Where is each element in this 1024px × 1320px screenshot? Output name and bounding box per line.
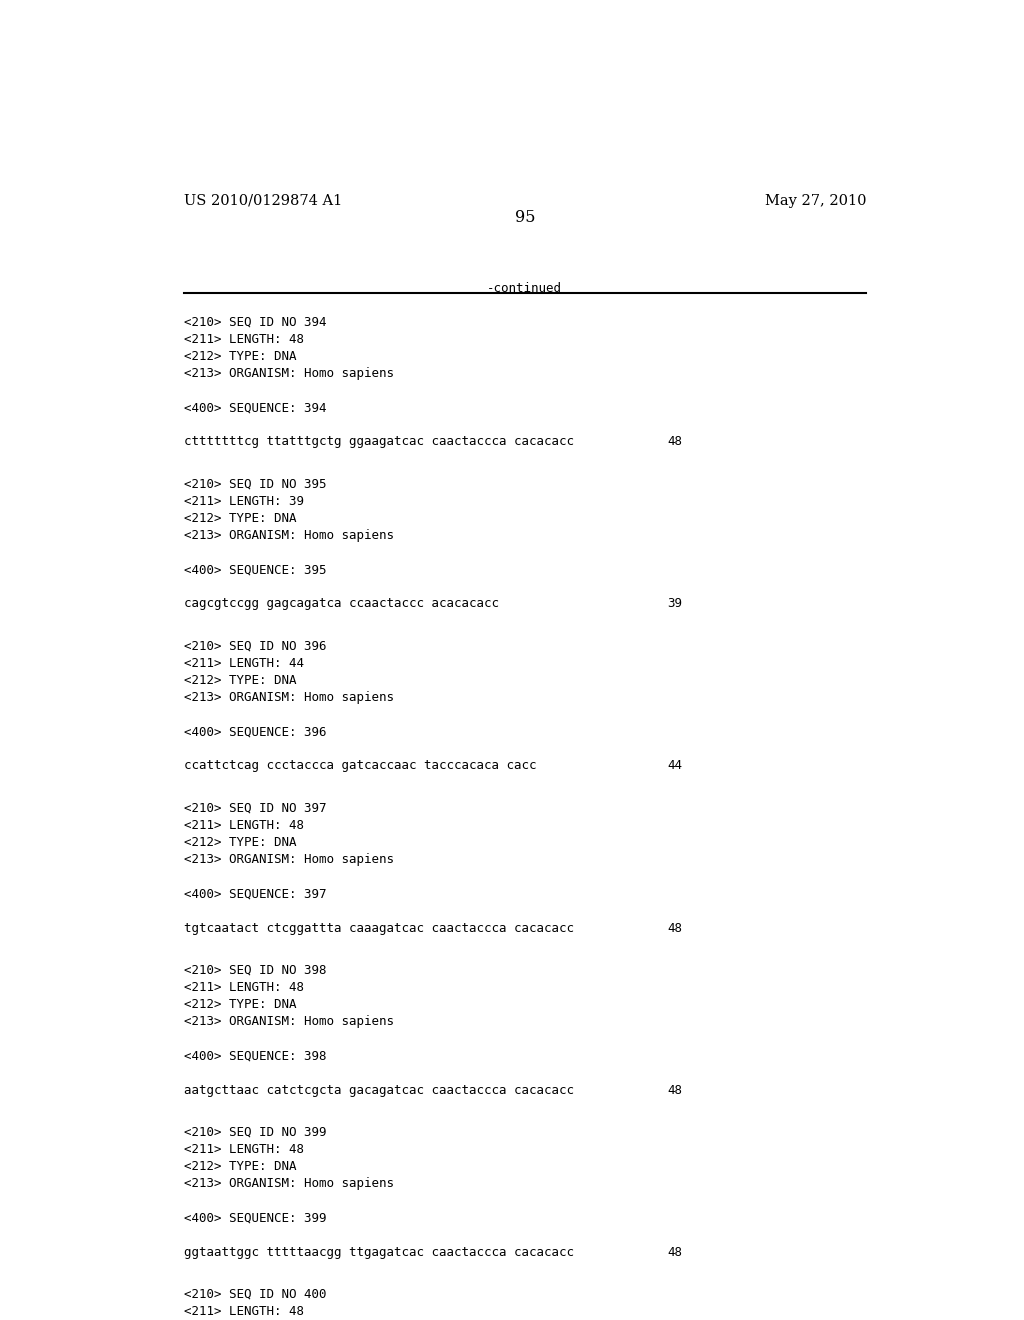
Text: <213> ORGANISM: Homo sapiens: <213> ORGANISM: Homo sapiens bbox=[183, 1015, 393, 1028]
Text: <212> TYPE: DNA: <212> TYPE: DNA bbox=[183, 512, 296, 525]
Text: <211> LENGTH: 48: <211> LENGTH: 48 bbox=[183, 1305, 303, 1319]
Text: <400> SEQUENCE: 397: <400> SEQUENCE: 397 bbox=[183, 887, 326, 900]
Text: <211> LENGTH: 48: <211> LENGTH: 48 bbox=[183, 333, 303, 346]
Text: <213> ORGANISM: Homo sapiens: <213> ORGANISM: Homo sapiens bbox=[183, 853, 393, 866]
Text: <212> TYPE: DNA: <212> TYPE: DNA bbox=[183, 1160, 296, 1173]
Text: <212> TYPE: DNA: <212> TYPE: DNA bbox=[183, 998, 296, 1011]
Text: <213> ORGANISM: Homo sapiens: <213> ORGANISM: Homo sapiens bbox=[183, 692, 393, 704]
Text: US 2010/0129874 A1: US 2010/0129874 A1 bbox=[183, 194, 342, 209]
Text: <210> SEQ ID NO 394: <210> SEQ ID NO 394 bbox=[183, 315, 326, 329]
Text: <212> TYPE: DNA: <212> TYPE: DNA bbox=[183, 836, 296, 849]
Text: 48: 48 bbox=[668, 921, 683, 935]
Text: <210> SEQ ID NO 395: <210> SEQ ID NO 395 bbox=[183, 478, 326, 491]
Text: <211> LENGTH: 48: <211> LENGTH: 48 bbox=[183, 820, 303, 832]
Text: <210> SEQ ID NO 399: <210> SEQ ID NO 399 bbox=[183, 1126, 326, 1139]
Text: <210> SEQ ID NO 398: <210> SEQ ID NO 398 bbox=[183, 964, 326, 977]
Text: <213> ORGANISM: Homo sapiens: <213> ORGANISM: Homo sapiens bbox=[183, 1177, 393, 1191]
Text: <400> SEQUENCE: 395: <400> SEQUENCE: 395 bbox=[183, 564, 326, 577]
Text: 95: 95 bbox=[514, 210, 536, 226]
Text: ggtaattggc tttttaacgg ttgagatcac caactaccca cacacacc: ggtaattggc tttttaacgg ttgagatcac caactac… bbox=[183, 1246, 573, 1258]
Text: <213> ORGANISM: Homo sapiens: <213> ORGANISM: Homo sapiens bbox=[183, 529, 393, 543]
Text: 44: 44 bbox=[668, 759, 683, 772]
Text: ctttttttcg ttatttgctg ggaagatcac caactaccca cacacacc: ctttttttcg ttatttgctg ggaagatcac caactac… bbox=[183, 436, 573, 449]
Text: 48: 48 bbox=[668, 436, 683, 449]
Text: tgtcaatact ctcggattta caaagatcac caactaccca cacacacc: tgtcaatact ctcggattta caaagatcac caactac… bbox=[183, 921, 573, 935]
Text: <210> SEQ ID NO 400: <210> SEQ ID NO 400 bbox=[183, 1288, 326, 1302]
Text: 39: 39 bbox=[668, 598, 683, 610]
Text: <212> TYPE: DNA: <212> TYPE: DNA bbox=[183, 350, 296, 363]
Text: <210> SEQ ID NO 396: <210> SEQ ID NO 396 bbox=[183, 640, 326, 653]
Text: 48: 48 bbox=[668, 1084, 683, 1097]
Text: ccattctcag ccctaccca gatcaccaac tacccacaca cacc: ccattctcag ccctaccca gatcaccaac tacccaca… bbox=[183, 759, 536, 772]
Text: <400> SEQUENCE: 399: <400> SEQUENCE: 399 bbox=[183, 1212, 326, 1225]
Text: <400> SEQUENCE: 398: <400> SEQUENCE: 398 bbox=[183, 1049, 326, 1063]
Text: <211> LENGTH: 44: <211> LENGTH: 44 bbox=[183, 657, 303, 671]
Text: <211> LENGTH: 48: <211> LENGTH: 48 bbox=[183, 1143, 303, 1156]
Text: <210> SEQ ID NO 397: <210> SEQ ID NO 397 bbox=[183, 803, 326, 814]
Text: <211> LENGTH: 39: <211> LENGTH: 39 bbox=[183, 495, 303, 508]
Text: <212> TYPE: DNA: <212> TYPE: DNA bbox=[183, 675, 296, 688]
Text: <211> LENGTH: 48: <211> LENGTH: 48 bbox=[183, 981, 303, 994]
Text: <400> SEQUENCE: 394: <400> SEQUENCE: 394 bbox=[183, 401, 326, 414]
Text: <400> SEQUENCE: 396: <400> SEQUENCE: 396 bbox=[183, 726, 326, 738]
Text: <213> ORGANISM: Homo sapiens: <213> ORGANISM: Homo sapiens bbox=[183, 367, 393, 380]
Text: -continued: -continued bbox=[487, 282, 562, 296]
Text: 48: 48 bbox=[668, 1246, 683, 1258]
Text: May 27, 2010: May 27, 2010 bbox=[765, 194, 866, 209]
Text: aatgcttaac catctcgcta gacagatcac caactaccca cacacacc: aatgcttaac catctcgcta gacagatcac caactac… bbox=[183, 1084, 573, 1097]
Text: cagcgtccgg gagcagatca ccaactaccc acacacacc: cagcgtccgg gagcagatca ccaactaccc acacaca… bbox=[183, 598, 499, 610]
